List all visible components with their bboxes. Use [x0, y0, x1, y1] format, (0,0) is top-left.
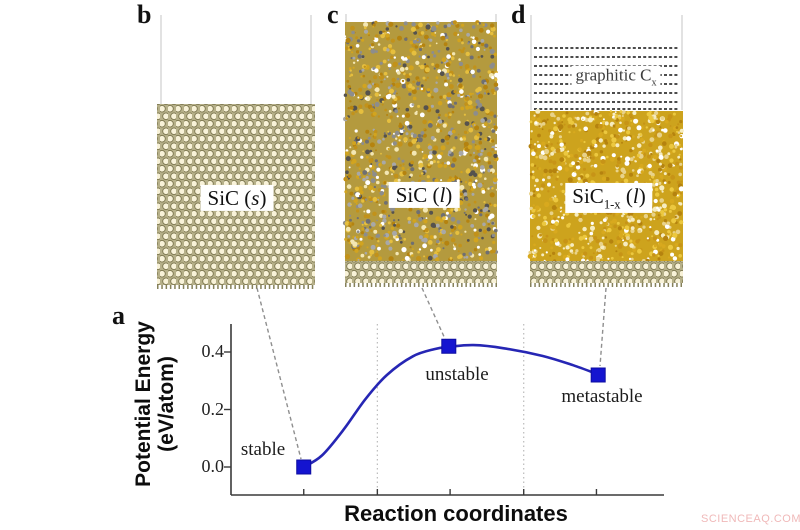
sic1x-label-close: ) — [638, 183, 646, 208]
panel-a-letter: a — [112, 301, 125, 330]
sic-solid-label-close: ) — [259, 185, 267, 210]
ytick-0.2: 0.2 — [201, 399, 225, 419]
marker-stable — [296, 459, 312, 475]
marker-unstable — [441, 338, 457, 354]
sic-liquid-label-main: SiC ( — [395, 182, 440, 207]
annotation-metastable: metastable — [561, 386, 643, 407]
sic-liquid-label: SiC (l) — [388, 181, 460, 209]
sic1x-label-state: l — [632, 183, 639, 208]
sic1x-label-main: SiC — [572, 183, 604, 208]
annotation-unstable: unstable — [425, 364, 489, 385]
sic-liquid-label-close: ) — [445, 182, 453, 207]
panel-c-liquid-sic-structure — [342, 14, 500, 287]
energy-curve — [303, 343, 599, 469]
panel-d-graphite-and-liquid-structure — [527, 15, 685, 287]
watermark: SCIENCEAQ.COM — [701, 513, 800, 525]
ytick-0.0: 0.0 — [201, 456, 225, 476]
y-axis-label-line2: (eV/atom) — [155, 356, 178, 452]
panel-b-letter: b — [137, 0, 152, 29]
panel-b-crystal-sic-structure — [157, 15, 315, 289]
graphitic-cx-main: graphitic C — [575, 65, 652, 85]
sic1x-liquid-label: SiC1-x (l) — [565, 182, 653, 214]
energy-plot — [224, 287, 664, 496]
panel-d-letter: d — [511, 0, 526, 29]
graphitic-cx-label: graphitic Cx — [571, 65, 661, 89]
annotation-stable: stable — [240, 439, 286, 460]
y-axis-label-line1: Potential Energy — [131, 321, 155, 487]
sic1x-label-sub: 1-x — [603, 197, 621, 212]
panel-c-letter: c — [327, 0, 339, 29]
graphitic-cx-sub: x — [651, 77, 657, 89]
sic1x-label-open: ( — [620, 183, 633, 208]
sic-solid-label-main: SiC ( — [207, 185, 252, 210]
sic-liquid-label-state: l — [439, 182, 446, 207]
x-axis-label: Reaction coordinates — [344, 501, 568, 526]
marker-metastable — [590, 367, 606, 383]
sic-solid-label: SiC (s) — [200, 184, 274, 212]
ytick-0.4: 0.4 — [201, 341, 225, 361]
sic-solid-label-state: s — [251, 185, 260, 210]
y-axis-label: Potential Energy (eV/atom) — [132, 321, 178, 487]
